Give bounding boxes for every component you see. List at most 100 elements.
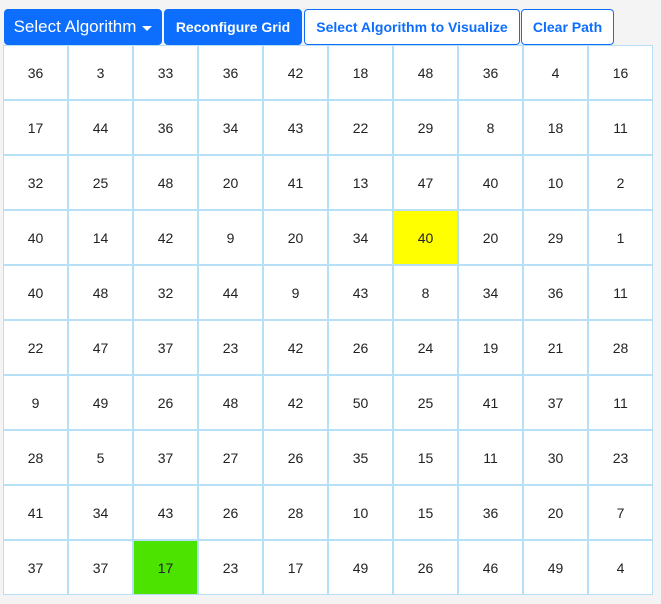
grid-cell[interactable]: 20	[458, 210, 523, 265]
reconfigure-grid-button[interactable]: Reconfigure Grid	[164, 9, 302, 45]
grid-cell[interactable]: 3	[68, 45, 133, 100]
grid-cell[interactable]: 28	[588, 320, 653, 375]
grid-cell[interactable]: 2	[588, 155, 653, 210]
grid-cell[interactable]: 5	[68, 430, 133, 485]
grid-cell[interactable]: 26	[198, 485, 263, 540]
grid-cell[interactable]: 32	[3, 155, 68, 210]
grid-cell[interactable]: 48	[393, 45, 458, 100]
grid-cell[interactable]: 36	[198, 45, 263, 100]
grid-cell[interactable]: 40	[3, 210, 68, 265]
grid-cell[interactable]: 43	[263, 100, 328, 155]
grid-cell[interactable]: 22	[328, 100, 393, 155]
grid-cell[interactable]: 29	[523, 210, 588, 265]
grid-cell[interactable]: 24	[393, 320, 458, 375]
grid-cell[interactable]: 22	[3, 320, 68, 375]
grid-cell[interactable]: 49	[68, 375, 133, 430]
grid-cell[interactable]: 46	[458, 540, 523, 595]
grid-cell[interactable]: 17	[3, 100, 68, 155]
grid-cell[interactable]: 36	[3, 45, 68, 100]
grid-cell[interactable]: 42	[133, 210, 198, 265]
grid-cell[interactable]: 36	[458, 45, 523, 100]
grid-cell[interactable]: 43	[133, 485, 198, 540]
clear-path-button[interactable]: Clear Path	[521, 9, 614, 45]
grid-cell[interactable]: 9	[198, 210, 263, 265]
grid-cell[interactable]: 34	[458, 265, 523, 320]
grid-cell[interactable]: 48	[133, 155, 198, 210]
grid-cell[interactable]: 4	[588, 540, 653, 595]
grid-cell[interactable]: 16	[588, 45, 653, 100]
grid-cell[interactable]: 11	[588, 100, 653, 155]
grid-cell[interactable]: 8	[393, 265, 458, 320]
grid-cell[interactable]: 30	[523, 430, 588, 485]
grid-cell[interactable]: 26	[133, 375, 198, 430]
grid-cell[interactable]: 36	[458, 485, 523, 540]
grid-cell[interactable]: 47	[68, 320, 133, 375]
grid-cell[interactable]: 13	[328, 155, 393, 210]
grid-cell[interactable]: 28	[3, 430, 68, 485]
grid-cell[interactable]: 48	[198, 375, 263, 430]
grid-cell[interactable]: 44	[198, 265, 263, 320]
grid-cell[interactable]: 17	[263, 540, 328, 595]
grid-cell[interactable]: 48	[68, 265, 133, 320]
grid-cell[interactable]: 42	[263, 45, 328, 100]
grid-cell[interactable]: 34	[198, 100, 263, 155]
grid-cell[interactable]: 37	[133, 430, 198, 485]
grid-cell[interactable]: 19	[458, 320, 523, 375]
grid-cell[interactable]: 40	[3, 265, 68, 320]
grid-cell[interactable]: 26	[263, 430, 328, 485]
grid-cell[interactable]: 29	[393, 100, 458, 155]
grid-cell[interactable]: 35	[328, 430, 393, 485]
grid-cell[interactable]: 20	[198, 155, 263, 210]
grid-cell[interactable]: 11	[458, 430, 523, 485]
grid-cell[interactable]: 14	[68, 210, 133, 265]
grid-cell[interactable]: 11	[588, 265, 653, 320]
grid-cell[interactable]: 28	[263, 485, 328, 540]
grid-cell[interactable]: 40	[458, 155, 523, 210]
grid-cell[interactable]: 10	[523, 155, 588, 210]
grid-cell[interactable]: 7	[588, 485, 653, 540]
grid-cell[interactable]: 34	[328, 210, 393, 265]
grid-cell[interactable]: 9	[3, 375, 68, 430]
grid-cell[interactable]: 20	[523, 485, 588, 540]
grid-cell[interactable]: 10	[328, 485, 393, 540]
grid-cell[interactable]: 26	[393, 540, 458, 595]
grid-cell[interactable]: 36	[133, 100, 198, 155]
grid-cell[interactable]: 21	[523, 320, 588, 375]
grid-cell-green[interactable]: 17	[133, 540, 198, 595]
grid-cell-yellow[interactable]: 40	[393, 210, 458, 265]
grid-cell[interactable]: 11	[588, 375, 653, 430]
grid-cell[interactable]: 37	[68, 540, 133, 595]
grid-cell[interactable]: 1	[588, 210, 653, 265]
grid-cell[interactable]: 50	[328, 375, 393, 430]
grid-cell[interactable]: 23	[588, 430, 653, 485]
grid-cell[interactable]: 41	[3, 485, 68, 540]
grid-cell[interactable]: 41	[263, 155, 328, 210]
grid-cell[interactable]: 33	[133, 45, 198, 100]
grid-cell[interactable]: 25	[68, 155, 133, 210]
grid-cell[interactable]: 9	[263, 265, 328, 320]
grid-cell[interactable]: 34	[68, 485, 133, 540]
grid-cell[interactable]: 32	[133, 265, 198, 320]
select-algorithm-dropdown[interactable]: Select Algorithm	[4, 9, 162, 45]
grid-cell[interactable]: 8	[458, 100, 523, 155]
grid-cell[interactable]: 41	[458, 375, 523, 430]
grid-cell[interactable]: 47	[393, 155, 458, 210]
grid-cell[interactable]: 36	[523, 265, 588, 320]
grid-cell[interactable]: 15	[393, 430, 458, 485]
grid-cell[interactable]: 37	[3, 540, 68, 595]
grid-cell[interactable]: 37	[523, 375, 588, 430]
grid-cell[interactable]: 26	[328, 320, 393, 375]
grid-cell[interactable]: 18	[523, 100, 588, 155]
grid-cell[interactable]: 23	[198, 540, 263, 595]
grid-cell[interactable]: 15	[393, 485, 458, 540]
grid-cell[interactable]: 43	[328, 265, 393, 320]
grid-cell[interactable]: 49	[328, 540, 393, 595]
grid-cell[interactable]: 37	[133, 320, 198, 375]
grid-cell[interactable]: 23	[198, 320, 263, 375]
grid-cell[interactable]: 49	[523, 540, 588, 595]
grid-cell[interactable]: 20	[263, 210, 328, 265]
grid-cell[interactable]: 42	[263, 320, 328, 375]
grid-cell[interactable]: 44	[68, 100, 133, 155]
visualize-button[interactable]: Select Algorithm to Visualize	[304, 9, 520, 45]
grid-cell[interactable]: 25	[393, 375, 458, 430]
